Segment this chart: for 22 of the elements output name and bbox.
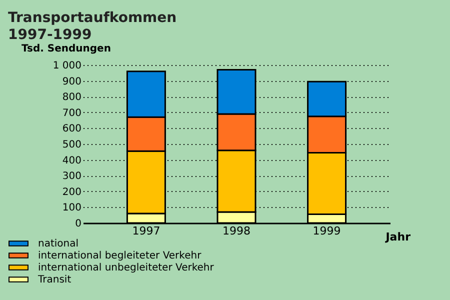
legend-label: national: [38, 238, 79, 250]
y-tick-label: 200: [62, 186, 82, 198]
x-axis-title: Jahr: [384, 230, 412, 244]
text: 1997-1999: [8, 27, 92, 43]
x-tick-label: 1997: [132, 224, 160, 238]
y-tick-label: 900: [62, 76, 82, 88]
y-tick-label: 0: [75, 218, 82, 230]
y-tick-label: 300: [62, 171, 82, 182]
y-tick-label: 600: [62, 124, 82, 135]
x-tick-label: 1998: [222, 224, 250, 238]
legend-label: Transit: [37, 274, 72, 286]
y-tick-label: 800: [62, 92, 82, 104]
legend-label: international begleiteter Verkehr: [38, 250, 202, 262]
y-tick-label: 1 000: [52, 60, 82, 72]
text: Transportaufkommen: [8, 10, 177, 26]
y-tick-label: 700: [62, 108, 82, 119]
y-axis-title: Tsd. Sendungen: [22, 44, 111, 54]
x-tick-label: 1999: [312, 224, 341, 238]
legend-label: international unbegleiteter Verkehr: [38, 262, 215, 274]
y-tick-label: 100: [62, 202, 82, 214]
y-tick-label: 500: [62, 140, 82, 150]
y-tick-label: 400: [62, 155, 82, 166]
